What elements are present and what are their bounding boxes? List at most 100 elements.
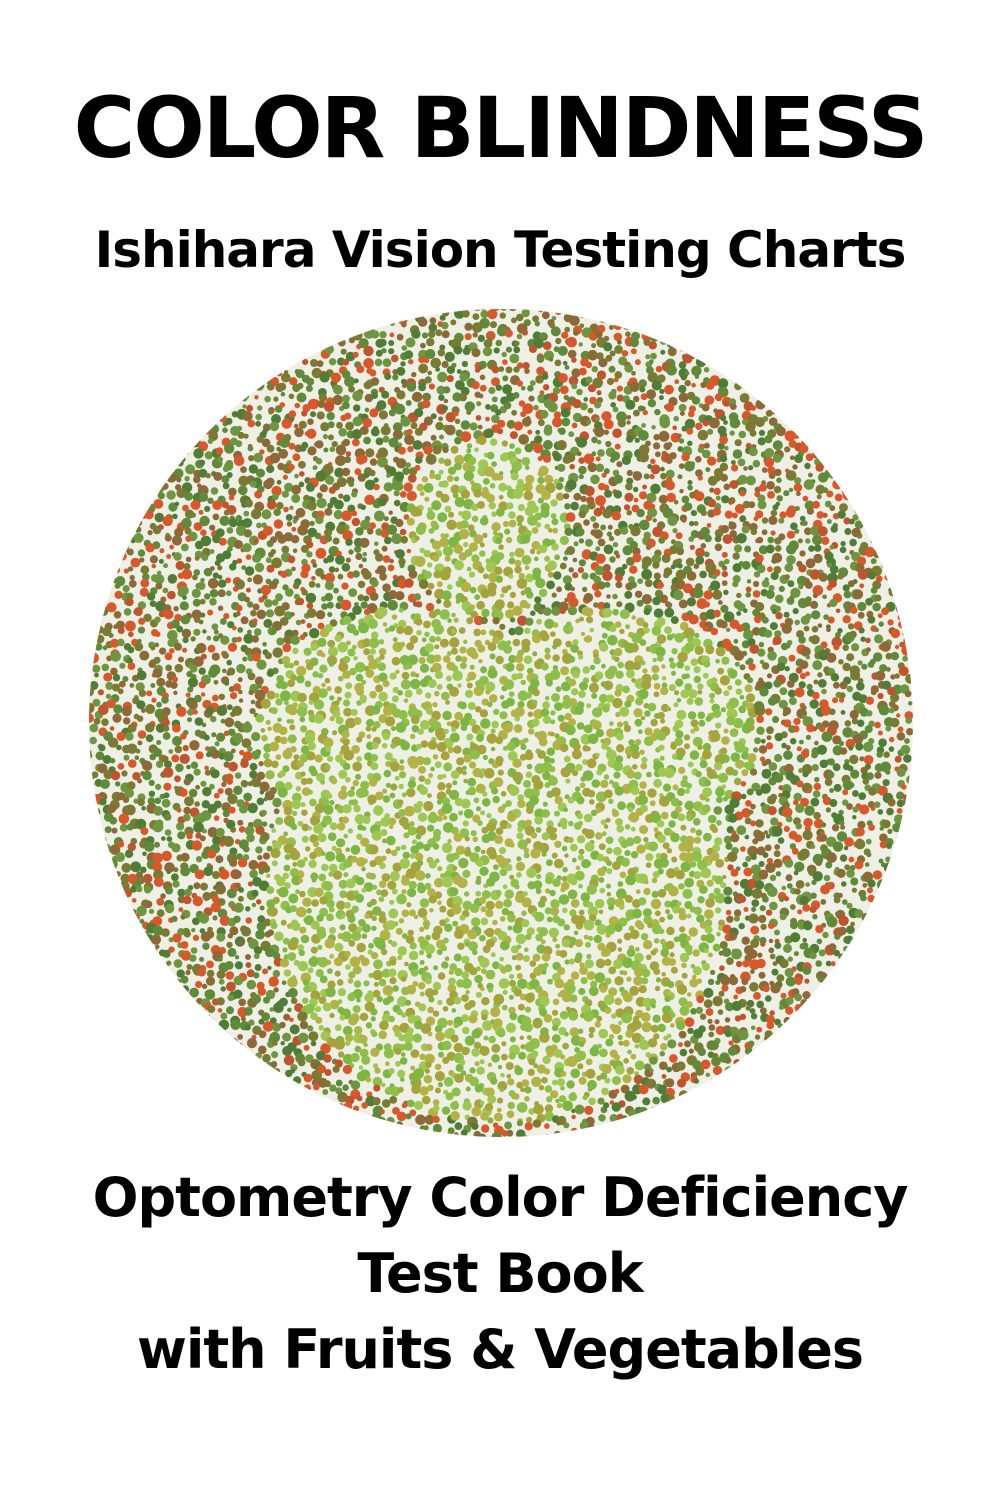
plate-dot <box>877 785 888 796</box>
plate-dot <box>642 484 647 490</box>
plate-dot <box>548 357 554 362</box>
plate-dot <box>572 670 580 679</box>
plate-dot <box>812 534 823 546</box>
plate-dot <box>677 446 684 452</box>
plate-dot <box>388 817 397 826</box>
plate-dot <box>638 795 648 805</box>
plate-dot <box>566 336 577 348</box>
plate-dot <box>445 424 456 436</box>
plate-dot <box>415 601 423 608</box>
plate-dot <box>574 870 585 881</box>
plate-dot <box>830 673 840 682</box>
plate-dot <box>521 555 532 565</box>
plate-dot <box>603 602 611 610</box>
plate-dot <box>371 392 378 399</box>
plate-dot <box>149 555 158 564</box>
plate-dot <box>235 611 241 617</box>
plate-dot <box>435 636 441 642</box>
plate-dot <box>721 754 730 763</box>
plate-dot <box>685 813 694 822</box>
plate-dot <box>505 366 513 374</box>
plate-dot <box>842 644 849 651</box>
plate-dot <box>205 706 215 715</box>
plate-dot <box>724 445 729 451</box>
plate-dot <box>850 606 858 614</box>
plate-dot <box>800 797 810 807</box>
plate-dot <box>482 754 488 761</box>
plate-dot <box>212 871 220 879</box>
plate-dot <box>823 874 831 882</box>
plate-dot <box>114 590 123 599</box>
plate-dot <box>641 563 649 570</box>
plate-dot <box>883 862 895 873</box>
plate-dot <box>656 819 665 828</box>
plate-dot <box>321 603 328 610</box>
plate-dot <box>573 329 579 336</box>
plate-dot <box>306 602 314 609</box>
plate-dot <box>702 419 710 427</box>
plate-dot <box>252 603 260 611</box>
plate-dot <box>424 643 434 653</box>
plate-dot <box>168 749 174 754</box>
plate-dot <box>729 403 737 410</box>
plate-dot <box>848 856 855 863</box>
plate-dot <box>665 480 675 491</box>
plate-dot <box>793 792 802 802</box>
plate-dot <box>485 681 496 692</box>
plate-dot <box>723 690 730 697</box>
plate-dot <box>451 665 459 672</box>
plate-dot <box>779 511 787 519</box>
plate-dot <box>745 855 752 862</box>
plate-dot <box>396 366 406 376</box>
plate-dot <box>237 858 248 868</box>
plate-dot <box>867 615 876 624</box>
plate-dot <box>423 549 432 558</box>
plate-dot <box>684 788 690 794</box>
plate-dot <box>680 861 691 872</box>
plate-dot <box>195 751 204 760</box>
plate-dot <box>115 620 125 630</box>
plate-dot <box>423 570 432 579</box>
plate-dot <box>490 746 496 752</box>
plate-dot <box>524 751 534 761</box>
plate-dot <box>566 453 576 463</box>
plate-dot <box>182 637 189 644</box>
plate-dot <box>208 668 218 678</box>
plate-dot <box>383 516 389 522</box>
plate-dot <box>641 679 652 690</box>
plate-dot <box>679 621 689 631</box>
plate-dot <box>422 757 432 766</box>
plate-dot <box>764 448 775 458</box>
plate-dot <box>450 484 460 494</box>
plate-dot <box>700 381 707 389</box>
plate-dot <box>319 484 328 493</box>
plate-dot <box>646 389 657 400</box>
plate-dot <box>703 590 713 600</box>
plate-dot <box>511 673 519 681</box>
plate-dot <box>666 364 677 376</box>
plate-dot <box>587 407 594 414</box>
plate-dot <box>783 719 792 728</box>
plate-dot <box>565 512 576 522</box>
plate-dot <box>507 601 515 609</box>
plate-dot <box>89 766 92 774</box>
plate-dot <box>710 580 721 591</box>
plate-dot <box>370 427 380 437</box>
plate-dot <box>280 690 291 702</box>
plate-dot <box>335 455 346 466</box>
plate-dot <box>690 827 696 834</box>
plate-dot <box>439 314 446 321</box>
plate-dot <box>286 359 294 367</box>
plate-dot <box>113 611 122 619</box>
plate-dot <box>292 519 298 524</box>
plate-dot <box>647 399 657 408</box>
plate-dot <box>717 772 729 783</box>
plate-dot <box>554 554 560 561</box>
plate-dot <box>306 622 312 629</box>
plate-dot <box>381 743 388 749</box>
plate-dot <box>395 518 404 528</box>
plate-dot <box>375 437 384 446</box>
plate-dot <box>558 309 564 314</box>
plate-dot <box>405 400 412 406</box>
plate-dot <box>366 718 374 727</box>
